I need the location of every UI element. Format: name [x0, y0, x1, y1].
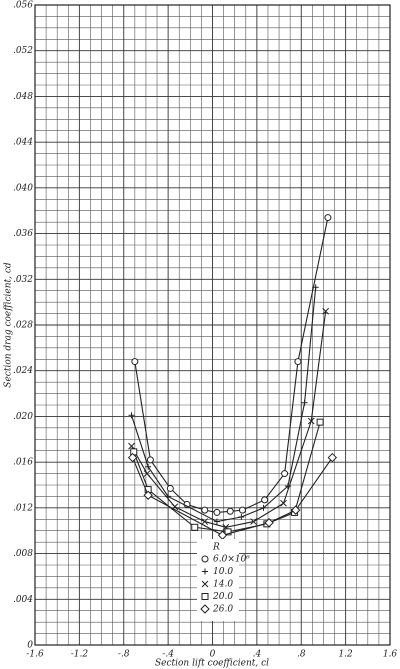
marker [201, 593, 209, 600]
marker [290, 505, 301, 515]
x-tick-label: -.4 [162, 650, 174, 660]
marker [312, 284, 319, 291]
plot-frame [34, 4, 391, 646]
marker [202, 568, 208, 575]
marker [201, 506, 209, 514]
legend-label: 20.0 [212, 592, 233, 602]
marker [200, 604, 210, 614]
marker [301, 399, 308, 406]
x-tick-label: -1.2 [71, 650, 89, 660]
marker [238, 506, 246, 514]
marker [166, 484, 174, 492]
marker [260, 504, 267, 511]
marker [191, 523, 199, 531]
y-tick-label: .048 [13, 92, 33, 102]
legend-label: 6.0×10⁶ [213, 555, 250, 565]
y-tick-label: .004 [13, 595, 33, 605]
legend-label: 26.0 [212, 605, 233, 615]
marker [324, 214, 332, 222]
x-tick-label: -1.6 [26, 650, 44, 660]
marker [145, 463, 152, 470]
y-tick-label: .044 [13, 138, 33, 148]
legend-title: R [212, 543, 220, 553]
marker [238, 514, 245, 520]
marker [294, 358, 302, 366]
marker [280, 499, 287, 507]
marker [250, 518, 257, 525]
marker [264, 518, 274, 528]
marker [201, 518, 209, 525]
marker [201, 555, 209, 563]
marker [201, 580, 209, 588]
legend-label: 14.0 [213, 580, 233, 590]
x-tick-label: 1.2 [338, 650, 353, 660]
marker [131, 358, 139, 366]
y-tick-label: .020 [13, 412, 33, 422]
marker [226, 507, 234, 515]
x-tick-label: .8 [297, 650, 306, 660]
y-tick-label: .040 [13, 183, 33, 193]
y-tick-label: 0 [27, 641, 33, 651]
y-tick-label: .028 [13, 321, 33, 331]
y-tick-label: .012 [13, 503, 33, 513]
y-tick-label: .032 [13, 275, 33, 285]
marker [327, 452, 338, 463]
y-tick-label: .056 [13, 1, 33, 11]
marker [281, 470, 289, 478]
marker [127, 452, 138, 463]
x-tick-label: .4 [253, 650, 262, 660]
legend-label: 10.0 [213, 567, 233, 577]
marker [261, 496, 269, 504]
y-tick-label: .052 [13, 46, 33, 56]
marker [146, 456, 154, 464]
y-tick-label: .024 [13, 366, 33, 376]
x-axis-title: Section lift coefficient, cl [155, 659, 269, 669]
x-tick-label: 0 [210, 650, 216, 660]
marker [284, 483, 291, 490]
series-line [132, 457, 333, 536]
series-line [134, 217, 329, 513]
y-tick-label: .016 [13, 458, 33, 468]
marker [213, 518, 220, 525]
marker [143, 490, 153, 500]
y-tick-label: .008 [13, 549, 33, 559]
marker [307, 417, 315, 425]
marker [143, 470, 151, 477]
x-tick-label: 1.6 [383, 650, 398, 660]
y-axis-title: Section drag coefficient, cd [4, 262, 14, 388]
marker [128, 412, 135, 419]
marker [128, 442, 135, 450]
marker [224, 528, 232, 536]
marker [322, 307, 330, 315]
marker [316, 418, 324, 426]
y-tick-label: .036 [13, 229, 33, 239]
marker [213, 508, 221, 516]
x-tick-label: -.8 [118, 650, 130, 660]
